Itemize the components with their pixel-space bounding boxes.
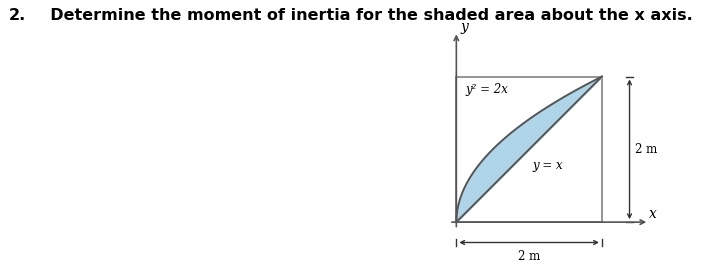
Text: y = x: y = x xyxy=(533,159,563,172)
Text: 2.: 2. xyxy=(9,8,26,23)
Text: y² = 2x: y² = 2x xyxy=(465,83,508,96)
Text: 2 m: 2 m xyxy=(518,250,540,263)
Text: Determine the moment of inertia for the shaded area about the x axis.: Determine the moment of inertia for the … xyxy=(39,8,693,23)
Text: y: y xyxy=(461,20,469,34)
Text: 2 m: 2 m xyxy=(636,143,658,156)
Text: x: x xyxy=(649,207,657,221)
